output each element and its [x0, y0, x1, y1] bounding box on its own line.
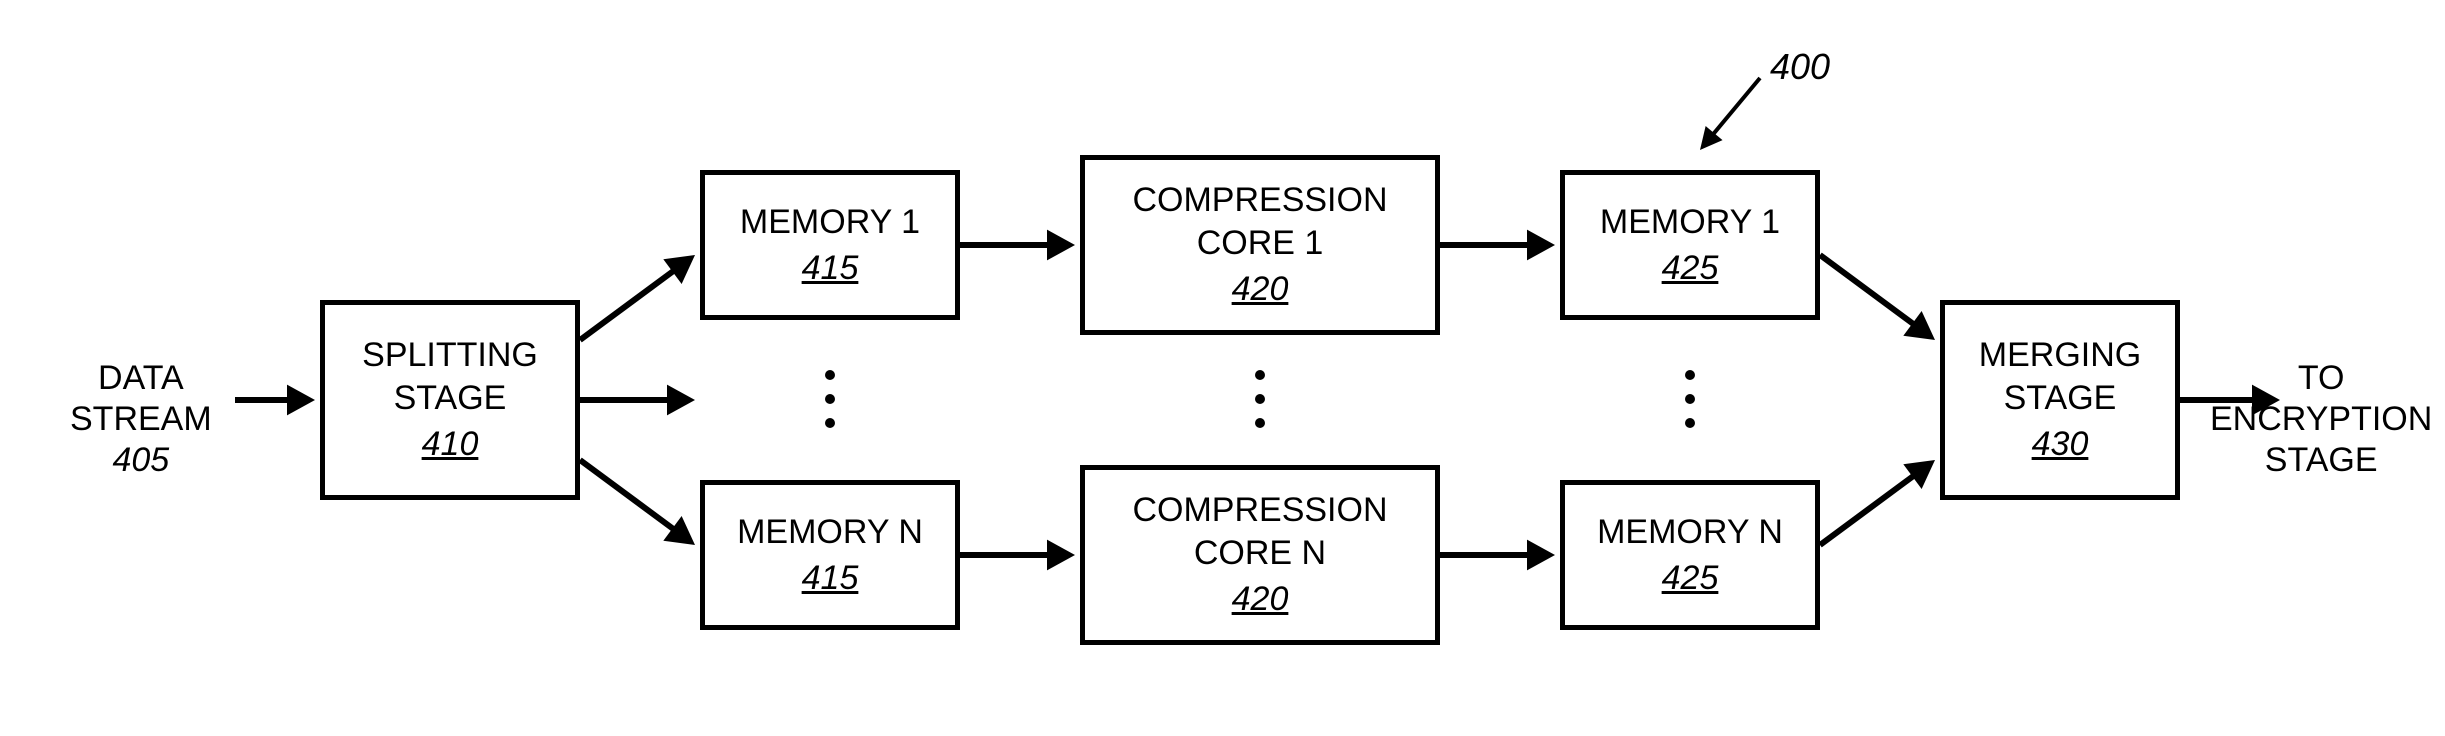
- block-ref: 410: [422, 423, 479, 466]
- block-ref: 415: [802, 247, 859, 290]
- compression-core-1-block: COMPRESSION CORE 1 420: [1080, 155, 1440, 335]
- block-title: CORE N: [1194, 532, 1326, 575]
- dot-icon: [1685, 370, 1695, 380]
- block-ref: 425: [1662, 557, 1719, 600]
- block-title: MERGING: [1979, 334, 2141, 377]
- block-title: COMPRESSION: [1132, 489, 1387, 532]
- block-title: CORE 1: [1197, 222, 1324, 265]
- ellipsis-dots: [1685, 370, 1695, 428]
- output-label-line3: STAGE: [2210, 440, 2432, 481]
- memory-b-n-block: MEMORY N 425: [1560, 480, 1820, 630]
- ellipsis-dots: [825, 370, 835, 428]
- dot-icon: [825, 394, 835, 404]
- memory-a-1-block: MEMORY 1 415: [700, 170, 960, 320]
- output-label-line2: ENCRYPTION: [2210, 399, 2432, 440]
- dot-icon: [1255, 394, 1265, 404]
- input-label-line2: STREAM: [70, 399, 212, 440]
- splitting-stage-block: SPLITTING STAGE 410: [320, 300, 580, 500]
- compression-core-n-block: COMPRESSION CORE N 420: [1080, 465, 1440, 645]
- dot-icon: [1685, 394, 1695, 404]
- memory-b-1-block: MEMORY 1 425: [1560, 170, 1820, 320]
- block-ref: 430: [2032, 423, 2089, 466]
- block-title: MEMORY N: [1597, 511, 1783, 554]
- figure-ref-label: 400: [1770, 45, 1830, 88]
- block-title: SPLITTING: [362, 334, 538, 377]
- block-ref: 420: [1232, 268, 1289, 311]
- dot-icon: [1685, 418, 1695, 428]
- dot-icon: [825, 370, 835, 380]
- block-ref: 425: [1662, 247, 1719, 290]
- dot-icon: [1255, 370, 1265, 380]
- dot-icon: [1255, 418, 1265, 428]
- output-label-line1: TO: [2210, 358, 2432, 399]
- block-ref: 415: [802, 557, 859, 600]
- input-label-line1: DATA: [70, 358, 212, 399]
- memory-a-n-block: MEMORY N 415: [700, 480, 960, 630]
- input-label: DATA STREAM 405: [70, 358, 212, 480]
- merging-stage-block: MERGING STAGE 430: [1940, 300, 2180, 500]
- block-title: MEMORY 1: [1600, 201, 1780, 244]
- dot-icon: [825, 418, 835, 428]
- block-ref: 420: [1232, 578, 1289, 621]
- block-title: COMPRESSION: [1132, 179, 1387, 222]
- output-label: TO ENCRYPTION STAGE: [2210, 358, 2432, 480]
- block-title: MEMORY N: [737, 511, 923, 554]
- input-label-ref: 405: [70, 440, 212, 481]
- block-title: STAGE: [394, 377, 507, 420]
- ellipsis-dots: [1255, 370, 1265, 428]
- block-title: MEMORY 1: [740, 201, 920, 244]
- block-title: STAGE: [2004, 377, 2117, 420]
